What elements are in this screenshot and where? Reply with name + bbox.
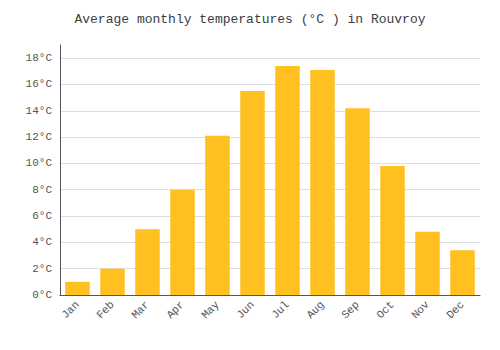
svg-text:Oct: Oct [374, 299, 396, 321]
svg-text:Jun: Jun [234, 299, 256, 321]
svg-text:Mar: Mar [129, 299, 151, 321]
svg-text:14°C: 14°C [26, 105, 53, 117]
svg-text:Jan: Jan [59, 299, 81, 321]
svg-text:May: May [199, 298, 222, 321]
svg-text:16°C: 16°C [26, 78, 53, 90]
svg-text:Aug: Aug [304, 299, 326, 321]
svg-text:Feb: Feb [94, 299, 116, 321]
svg-text:Sep: Sep [339, 299, 361, 321]
svg-text:0°C: 0°C [32, 289, 52, 301]
svg-text:8°C: 8°C [32, 184, 52, 196]
svg-text:6°C: 6°C [32, 210, 52, 222]
svg-text:Apr: Apr [164, 299, 186, 321]
svg-text:12°C: 12°C [26, 131, 53, 143]
svg-text:4°C: 4°C [32, 236, 52, 248]
svg-text:2°C: 2°C [32, 263, 52, 275]
svg-text:10°C: 10°C [26, 157, 53, 169]
svg-text:Average monthly temperatures (: Average monthly temperatures (°C ) in Ro… [74, 12, 425, 27]
svg-text:18°C: 18°C [26, 52, 53, 64]
svg-text:Dec: Dec [444, 299, 466, 321]
svg-text:Nov: Nov [409, 298, 432, 321]
svg-text:Jul: Jul [269, 299, 291, 321]
